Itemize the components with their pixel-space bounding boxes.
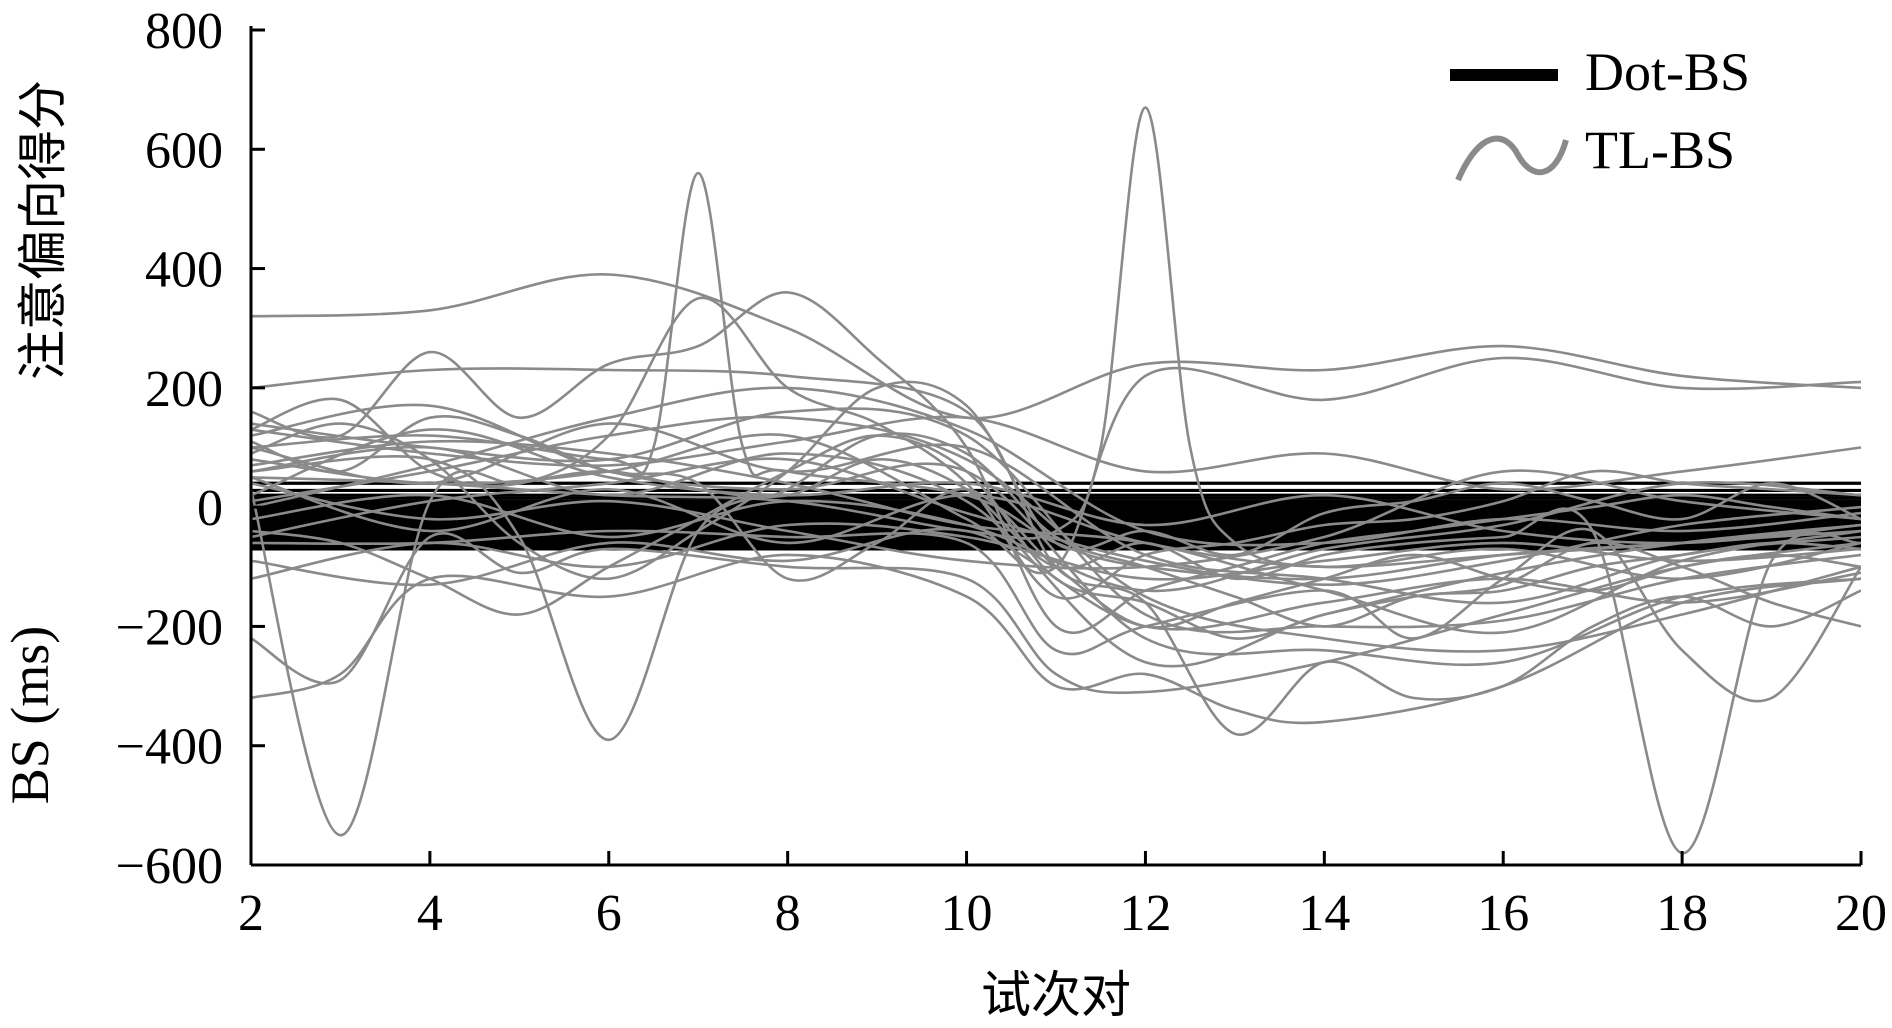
tl-bs-line — [251, 522, 1861, 581]
tl-bs-line — [251, 386, 1861, 547]
x-tick-label: 4 — [417, 885, 443, 942]
y-axis-ticks: −600 −400 −200 0 200 400 600 800 — [116, 3, 265, 895]
x-tick-label: 12 — [1119, 885, 1171, 942]
tl-bs-line — [251, 553, 1861, 725]
tl-bs-line — [251, 527, 1861, 703]
tl-bs-line — [251, 415, 1861, 491]
y-tick-label: −400 — [116, 719, 223, 776]
x-tick-label: 6 — [596, 885, 622, 942]
tl-bs-series — [251, 106, 1861, 855]
tl-bs-line — [251, 480, 1861, 593]
y-tick-label: −200 — [116, 599, 223, 656]
tl-bs-line — [251, 291, 1861, 635]
y-tick-label: 800 — [145, 3, 223, 60]
y-tick-label: 600 — [145, 122, 223, 179]
tl-bs-line — [251, 476, 1861, 581]
legend-dot-bs-label: Dot-BS — [1585, 42, 1750, 102]
legend-tl-bs-swatch — [1455, 135, 1569, 182]
y-tick-label: −600 — [116, 838, 223, 895]
axes — [249, 26, 1861, 867]
x-tick-label: 8 — [775, 885, 801, 942]
tl-bs-line — [251, 445, 1861, 668]
x-axis-title: 试次对 — [981, 966, 1131, 1024]
x-tick-label: 20 — [1835, 885, 1887, 942]
y-tick-label: 0 — [197, 480, 223, 537]
tl-bs-line — [251, 527, 1861, 631]
x-tick-label: 2 — [238, 885, 264, 942]
x-axis-ticks: 2 4 6 8 10 12 14 16 18 20 — [238, 851, 1887, 942]
tl-bs-line — [251, 407, 1861, 634]
y-axis-title-line2: BS (ms) — [0, 626, 60, 805]
y-tick-label: 400 — [145, 242, 223, 299]
tl-bs-line — [251, 428, 1861, 545]
tl-bs-line — [251, 422, 1861, 605]
y-axis-title-line1: 注意偏向得分 — [14, 80, 72, 380]
tl-bs-line — [251, 380, 1861, 581]
tl-bs-line — [251, 273, 1861, 420]
x-tick-label: 14 — [1298, 885, 1350, 942]
tl-bs-line — [251, 457, 1861, 587]
legend: Dot-BS TL-BS — [1450, 42, 1750, 182]
x-tick-label: 16 — [1477, 885, 1529, 942]
tl-bs-line — [251, 532, 1861, 695]
x-tick-label: 18 — [1656, 885, 1708, 942]
tl-bs-line — [251, 403, 1861, 667]
legend-tl-bs-label: TL-BS — [1585, 120, 1735, 180]
tl-bs-line — [251, 367, 1861, 736]
y-tick-label: 200 — [145, 361, 223, 418]
x-tick-label: 10 — [941, 885, 993, 942]
